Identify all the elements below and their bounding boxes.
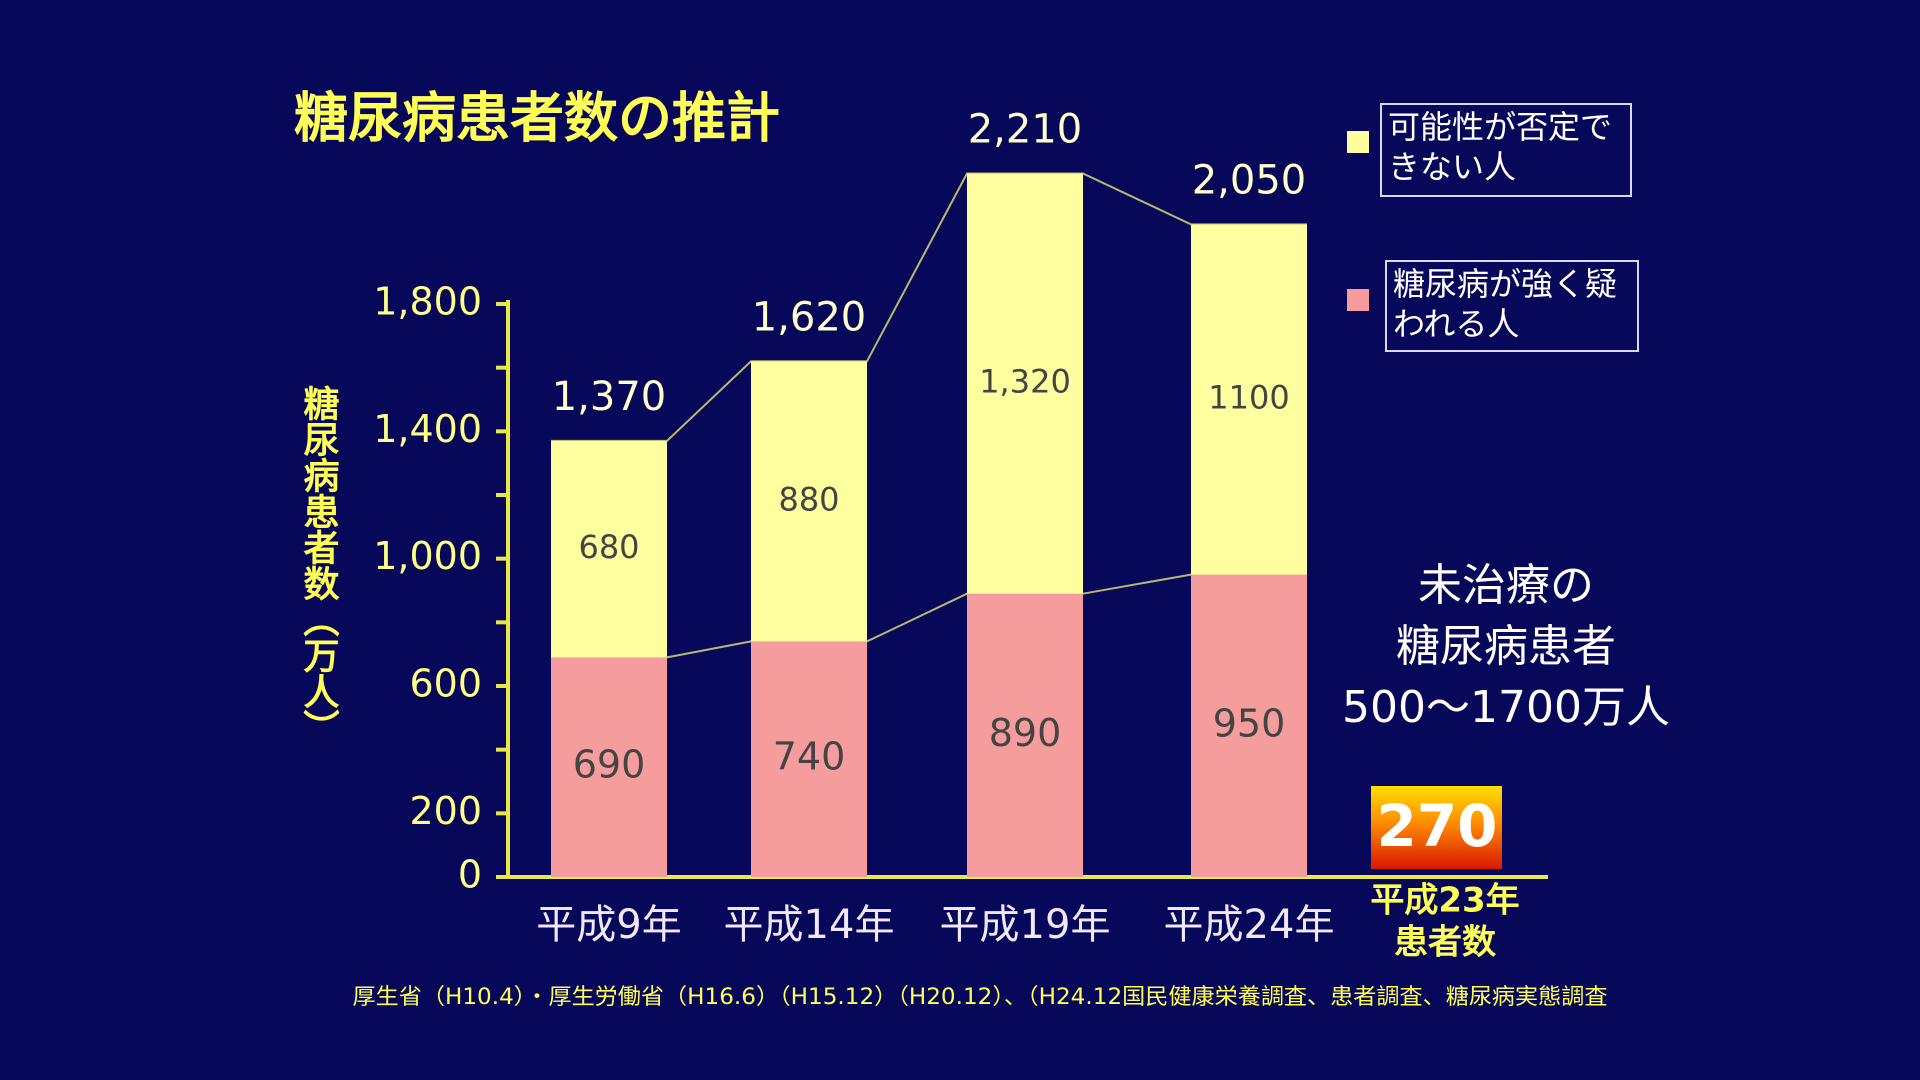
chart-title: 糖尿病患者数の推計 xyxy=(294,87,780,150)
bar-segment xyxy=(967,173,1083,594)
y-axis-title: 糖尿病患者数（万人） xyxy=(298,385,340,745)
data-label: 1100 xyxy=(1208,379,1289,417)
note-label: 平成23年 xyxy=(1370,881,1519,921)
bar-segment xyxy=(551,440,667,658)
bar-segment xyxy=(967,593,1083,877)
x-tick-label: 平成19年 xyxy=(940,902,1111,948)
legend-label: 糖尿病が強く疑われる人 xyxy=(1385,260,1639,352)
y-tick-label: 600 xyxy=(409,662,482,706)
note-box xyxy=(1371,786,1502,869)
y-tick-label: 200 xyxy=(409,789,482,833)
total-label: 1,370 xyxy=(552,374,667,420)
total-label: 1,620 xyxy=(752,294,867,340)
bar-segment xyxy=(751,641,867,877)
total-label: 2,210 xyxy=(968,106,1083,152)
y-tick-label: 1,400 xyxy=(373,407,482,451)
legend-label: 可能性が否定できない人 xyxy=(1380,103,1632,197)
data-label: 1,320 xyxy=(979,363,1071,401)
annotation-line: 糖尿病患者 xyxy=(1396,621,1616,672)
data-label: 890 xyxy=(989,711,1062,755)
bar-segment xyxy=(1191,574,1307,877)
bar-segment xyxy=(551,657,667,877)
bar-segment xyxy=(751,361,867,642)
annotation-line: 500～1700万人 xyxy=(1342,682,1670,733)
data-label: 740 xyxy=(773,735,846,779)
y-tick-label: 1,000 xyxy=(373,534,482,578)
y-tick-label: 0 xyxy=(458,853,482,897)
note-value: 270 xyxy=(1376,792,1497,860)
legend-swatch xyxy=(1347,289,1369,311)
data-label: 880 xyxy=(778,480,839,518)
y-tick-label: 1,800 xyxy=(373,280,482,324)
data-label: 680 xyxy=(578,528,639,566)
annotation-line: 未治療の xyxy=(1418,560,1594,611)
legend-swatch xyxy=(1347,131,1369,153)
total-label: 2,050 xyxy=(1192,157,1307,203)
segment-connector xyxy=(551,573,1307,659)
x-tick-label: 平成9年 xyxy=(536,902,681,948)
x-tick-label: 平成14年 xyxy=(724,902,895,948)
note-label: 患者数 xyxy=(1394,923,1496,963)
bar-segment xyxy=(1191,224,1307,575)
total-connector xyxy=(551,172,1307,442)
source-note: 厚生省（H10.4）・厚生労働省（H16.6）（H15.12）（H20.12）、… xyxy=(353,985,1608,1010)
x-tick-label: 平成24年 xyxy=(1164,902,1335,948)
data-label: 950 xyxy=(1213,701,1286,745)
data-label: 690 xyxy=(573,743,646,787)
